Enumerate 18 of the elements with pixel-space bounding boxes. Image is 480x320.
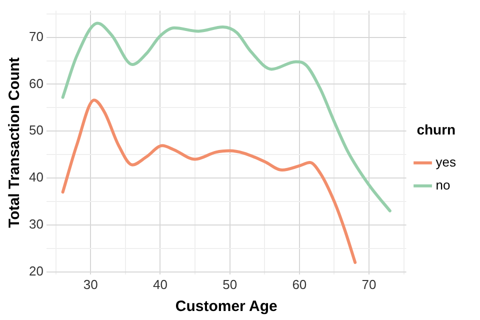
x-tick-label: 60 bbox=[292, 276, 307, 292]
y-tick-label: 60 bbox=[28, 76, 44, 91]
line-series bbox=[61, 98, 357, 264]
y-tick-label: 50 bbox=[28, 122, 44, 138]
line-series bbox=[61, 22, 392, 212]
x-tick-label: 50 bbox=[222, 276, 238, 292]
x-tick-label: 70 bbox=[362, 276, 376, 292]
y-tick-label: 20 bbox=[28, 263, 44, 278]
y-axis-title: Total Transaction Count bbox=[6, 57, 24, 228]
legend-title: churn bbox=[416, 121, 456, 138]
y-tick-label: 70 bbox=[28, 28, 44, 44]
x-tick-label: 40 bbox=[153, 276, 168, 292]
y-tick-label: 40 bbox=[28, 170, 44, 185]
legend-label: no bbox=[436, 177, 450, 192]
x-tick-label: 30 bbox=[83, 276, 98, 292]
y-tick-label: 30 bbox=[28, 216, 44, 232]
x-axis-title: Customer Age bbox=[175, 298, 278, 316]
legend-label: yes bbox=[436, 154, 456, 170]
